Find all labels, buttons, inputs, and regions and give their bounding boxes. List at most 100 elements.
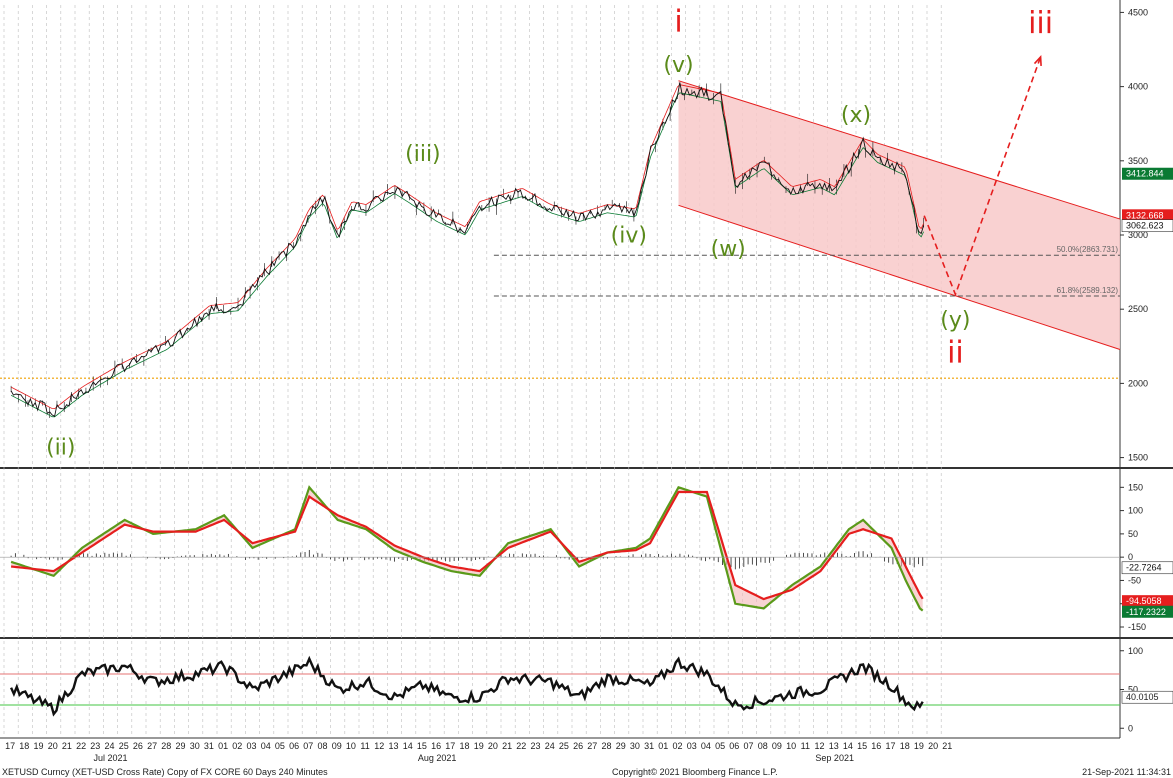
price-tick-label: 3000 bbox=[1128, 230, 1148, 240]
x-tick-label: 23 bbox=[90, 741, 100, 751]
oscillator-tick-label: -150 bbox=[1128, 622, 1146, 632]
oscillator-slow-line bbox=[10, 490, 924, 601]
x-tick-label: 29 bbox=[175, 741, 185, 751]
price-last-value: 3062.623 bbox=[1126, 221, 1164, 231]
price-close-line bbox=[10, 82, 925, 417]
x-tick-label: 06 bbox=[729, 741, 739, 751]
x-tick-label: 05 bbox=[715, 741, 725, 751]
x-tick-label: 09 bbox=[332, 741, 342, 751]
x-tick-label: 22 bbox=[516, 741, 526, 751]
oscillator-last-value-box bbox=[1122, 605, 1173, 618]
x-tick-label: 28 bbox=[601, 741, 611, 751]
wave-label: ii bbox=[947, 336, 964, 371]
channel-upper-line bbox=[678, 80, 1121, 220]
x-tick-label: 07 bbox=[743, 741, 753, 751]
x-tick-label: 21 bbox=[942, 741, 952, 751]
x-tick-label: 07 bbox=[303, 741, 313, 751]
projection-path bbox=[923, 56, 1042, 297]
x-tick-label: 17 bbox=[885, 741, 895, 751]
x-tick-label: 20 bbox=[928, 741, 938, 751]
x-tick-label: 20 bbox=[488, 741, 498, 751]
x-tick-label: 14 bbox=[403, 741, 413, 751]
downward-channel bbox=[678, 80, 1121, 350]
x-tick-label: 01 bbox=[658, 741, 668, 751]
oscillator-lines bbox=[10, 485, 924, 612]
channel-fill bbox=[678, 80, 1120, 350]
oscillator-last-value: -22.7264 bbox=[1126, 563, 1162, 573]
price-last-value: 3412.844 bbox=[1126, 169, 1164, 179]
x-tick-label: 08 bbox=[758, 741, 768, 751]
oscillator-last-value: -94.5058 bbox=[1126, 596, 1162, 606]
price-last-value-box bbox=[1122, 209, 1173, 222]
x-tick-label: 09 bbox=[772, 741, 782, 751]
x-tick-label: 04 bbox=[261, 741, 271, 751]
fib-level-label: 50.0%(2863.731) bbox=[1057, 245, 1119, 254]
month-label: Sep 2021 bbox=[815, 753, 854, 763]
price-panel: 50.0%(2863.731) 61.8%(2589.132) (ii) (iii)… bbox=[0, 5, 1173, 463]
projection-arrowhead bbox=[1033, 55, 1042, 66]
rsi-panel: 0 50 100 40.0105 bbox=[0, 646, 1173, 733]
wave-projection bbox=[923, 55, 1042, 297]
x-tick-label: 26 bbox=[133, 741, 143, 751]
rsi-tick-label: 50 bbox=[1128, 685, 1138, 695]
x-tick-label: 13 bbox=[388, 741, 398, 751]
wave-label: (ii) bbox=[46, 436, 75, 461]
x-tick-label: 06 bbox=[289, 741, 299, 751]
month-label: Jul 2021 bbox=[93, 753, 127, 763]
oscillator-tick-label: 100 bbox=[1128, 506, 1143, 516]
x-axis: 17 18 19 20 21 22 23 24 25 26 27 28 29 30 31 01 02 03 04 05… bbox=[5, 741, 952, 763]
x-tick-label: 25 bbox=[119, 741, 129, 751]
copyright-notice: Copyright© 2021 Bloomberg Finance L.P. bbox=[612, 767, 778, 777]
price-tick-label: 4500 bbox=[1128, 7, 1148, 17]
x-tick-label: 24 bbox=[545, 741, 555, 751]
wave-label: iii bbox=[1028, 6, 1053, 41]
wave-label: (iii) bbox=[405, 142, 441, 167]
upper-band-line bbox=[10, 84, 924, 410]
price-tick-label: 1500 bbox=[1128, 453, 1148, 463]
rsi-last-value: 40.0105 bbox=[1126, 692, 1159, 702]
wave-label: (w) bbox=[711, 237, 746, 262]
rsi-line bbox=[10, 655, 924, 717]
price-tick-label: 2500 bbox=[1128, 304, 1148, 314]
month-label: Aug 2021 bbox=[418, 753, 457, 763]
price-tick-label: 4000 bbox=[1128, 82, 1148, 92]
x-tick-label: 21 bbox=[62, 741, 72, 751]
rsi-tick-label: 0 bbox=[1128, 723, 1133, 733]
x-tick-label: 08 bbox=[317, 741, 327, 751]
x-tick-label: 15 bbox=[417, 741, 427, 751]
oscillator-panel: -150-100-50050100150-22.7264-94.5058-117… bbox=[0, 482, 1173, 632]
fib-level-label: 61.8%(2589.132) bbox=[1057, 286, 1119, 295]
x-tick-label: 12 bbox=[814, 741, 824, 751]
oscillator-last-value-box bbox=[1121, 561, 1173, 575]
x-tick-label: 20 bbox=[48, 741, 58, 751]
x-tick-label: 18 bbox=[459, 741, 469, 751]
x-tick-label: 22 bbox=[76, 741, 86, 751]
x-tick-label: 30 bbox=[190, 741, 200, 751]
x-tick-label: 19 bbox=[914, 741, 924, 751]
wave-label: (iv) bbox=[611, 223, 647, 248]
x-tick-label: 17 bbox=[5, 741, 15, 751]
oscillator-tick-label: 0 bbox=[1128, 552, 1133, 562]
wave-label: i bbox=[674, 5, 682, 40]
x-tick-label: 11 bbox=[360, 741, 369, 751]
price-last-value-box bbox=[1122, 167, 1173, 180]
oscillator-tick-label: 50 bbox=[1128, 529, 1138, 539]
oscillator-tick-label: 150 bbox=[1128, 482, 1143, 492]
channel-lower-line bbox=[678, 204, 1121, 350]
x-tick-label: 11 bbox=[801, 741, 810, 751]
x-tick-label: 30 bbox=[630, 741, 640, 751]
x-tick-label: 25 bbox=[559, 741, 569, 751]
rsi-last-value-box bbox=[1121, 690, 1173, 704]
x-tick-label: 27 bbox=[147, 741, 157, 751]
timestamp: 21-Sep-2021 11:34:31 bbox=[1082, 767, 1171, 777]
x-tick-label: 03 bbox=[687, 741, 697, 751]
x-tick-label: 14 bbox=[843, 741, 853, 751]
x-tick-label: 24 bbox=[104, 741, 114, 751]
oscillator-tick-label: -50 bbox=[1128, 575, 1141, 585]
x-tick-label: 04 bbox=[701, 741, 711, 751]
x-tick-label: 26 bbox=[573, 741, 583, 751]
x-tick-label: 10 bbox=[786, 741, 796, 751]
x-tick-label: 02 bbox=[232, 741, 242, 751]
x-tick-label: 12 bbox=[374, 741, 384, 751]
